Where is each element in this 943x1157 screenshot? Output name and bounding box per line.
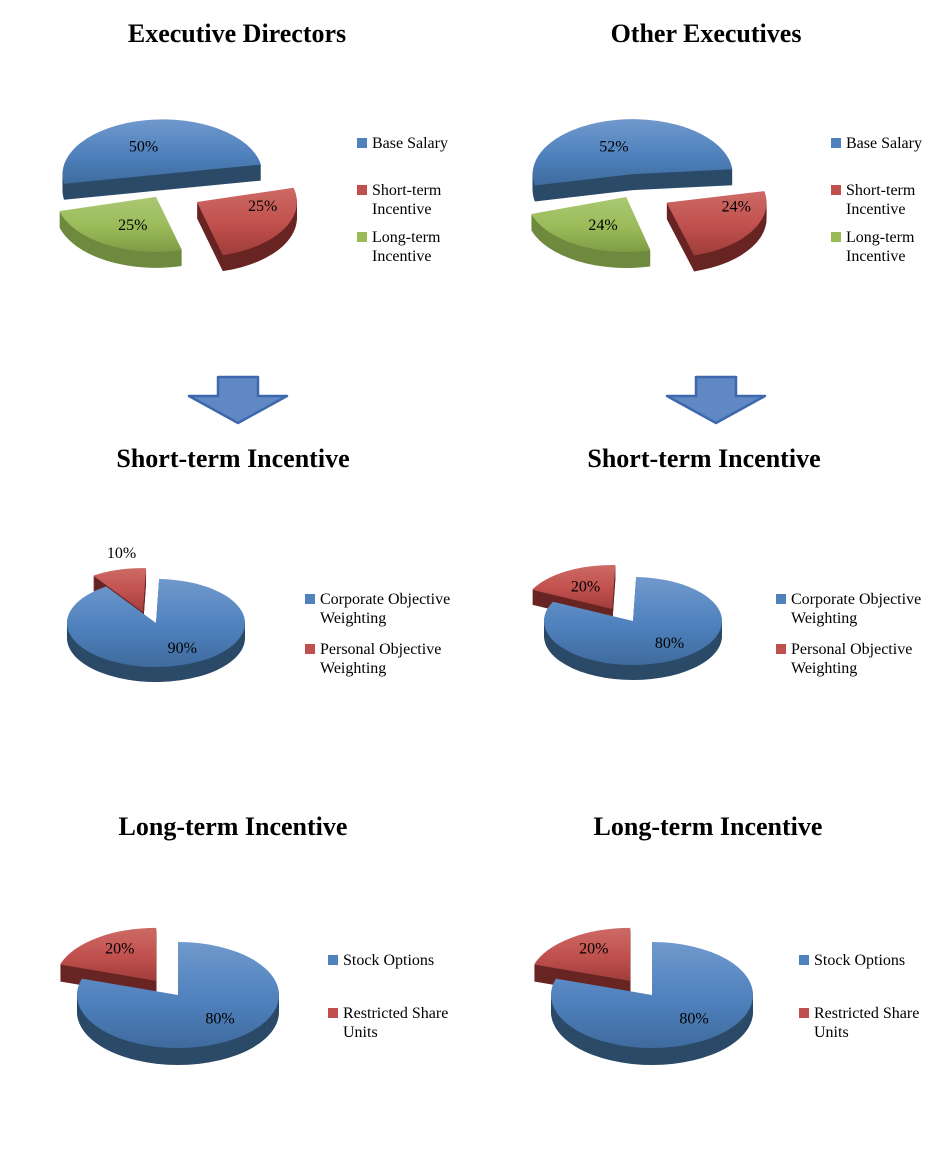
value-label-restricted-share-units: 20% [579, 940, 608, 957]
legend-item-long-term-incentive: Long-term Incentive [357, 228, 469, 266]
legend-swatch-icon [831, 232, 841, 242]
legend-label: Corporate Objective Weighting [791, 591, 922, 627]
value-label-base-salary: 50% [129, 138, 158, 155]
value-label-long-term-incentive: 24% [588, 217, 617, 234]
legend-label: Restricted Share Units [814, 1005, 920, 1041]
legend-swatch-icon [357, 232, 367, 242]
pie-chart-long-term-incentive-4: 20% 80% [60, 927, 279, 1065]
chart-title-long-term-incentive-left: Long-term Incentive [118, 812, 348, 841]
slice-short-term-incentive: 25% [196, 187, 297, 272]
legend-label: Base Salary [372, 135, 448, 152]
legend-label: Long-term Incentive [372, 229, 441, 265]
legend-other-executives: Base Salary Short-term Incentive Long-term… [831, 134, 943, 266]
pie-chart-short-term-incentive-3: 20% 80% [532, 565, 722, 681]
value-label-long-term-incentive: 25% [118, 217, 147, 234]
slice-base-salary: 52% [532, 119, 733, 202]
pie-chart-other-executives-1: 52% 24% 24% [531, 119, 767, 272]
legend-item-corporate-objective-weighting: Corporate Objective Weighting [776, 590, 934, 628]
value-label-personal-objective-weighting: 10% [107, 545, 136, 562]
legend-label: Personal Objective Weighting [320, 641, 442, 677]
legend-item-base-salary: Base Salary [831, 134, 943, 153]
slice-stock-options: 80% [550, 942, 753, 1065]
legend-short-term-incentive-right: Corporate Objective Weighting Personal Ob… [776, 590, 934, 678]
legend-label: Long-term Incentive [846, 229, 915, 265]
legend-item-restricted-share-units: Restricted Share Units [799, 1004, 931, 1042]
chart-title-short-term-incentive-right: Short-term Incentive [587, 444, 821, 473]
legend-swatch-icon [305, 644, 315, 654]
pie-chart-short-term-incentive-2: 10% 90% [66, 545, 245, 683]
value-label-stock-options: 80% [205, 1011, 234, 1028]
legend-swatch-icon [799, 1008, 809, 1018]
legend-swatch-icon [799, 955, 809, 965]
legend-swatch-icon [831, 138, 841, 148]
legend-item-base-salary: Base Salary [357, 134, 469, 153]
legend-swatch-icon [831, 185, 841, 195]
chart-title-executive-directors: Executive Directors [127, 19, 347, 48]
value-label-corporate-objective-weighting: 80% [655, 635, 684, 652]
value-label-restricted-share-units: 20% [105, 940, 134, 957]
legend-item-personal-objective-weighting: Personal Objective Weighting [776, 640, 934, 678]
down-arrow-right [665, 375, 767, 425]
legend-item-short-term-incentive: Short-term Incentive [831, 181, 943, 219]
slice-short-term-incentive: 24% [666, 191, 767, 272]
legend-item-stock-options: Stock Options [328, 951, 460, 970]
legend-label: Base Salary [846, 135, 922, 152]
value-label-corporate-objective-weighting: 90% [168, 640, 197, 657]
legend-swatch-icon [776, 644, 786, 654]
legend-label: Short-term Incentive [846, 182, 916, 218]
pie-chart-long-term-incentive-5: 20% 80% [534, 927, 753, 1065]
legend-swatch-icon [305, 594, 315, 604]
down-arrow-left [187, 375, 289, 425]
legend-item-corporate-objective-weighting: Corporate Objective Weighting [305, 590, 463, 628]
legend-item-personal-objective-weighting: Personal Objective Weighting [305, 640, 463, 678]
legend-swatch-icon [357, 138, 367, 148]
legend-swatch-icon [328, 955, 338, 965]
legend-swatch-icon [776, 594, 786, 604]
legend-item-stock-options: Stock Options [799, 951, 931, 970]
legend-swatch-icon [357, 185, 367, 195]
legend-long-term-incentive-right: Stock Options Restricted Share Units [799, 951, 931, 1042]
legend-item-short-term-incentive: Short-term Incentive [357, 181, 469, 219]
legend-long-term-incentive-left: Stock Options Restricted Share Units [328, 951, 460, 1042]
slice-corporate-objective-weighting: 90% [66, 579, 245, 683]
legend-executive-directors: Base Salary Short-term Incentive Long-term… [357, 134, 469, 266]
legend-swatch-icon [328, 1008, 338, 1018]
legend-label: Stock Options [343, 952, 435, 969]
value-label-short-term-incentive: 24% [722, 199, 751, 216]
legend-item-restricted-share-units: Restricted Share Units [328, 1004, 460, 1042]
slice-long-term-incentive: 24% [531, 196, 651, 268]
legend-label: Personal Objective Weighting [791, 641, 913, 677]
chart-title-long-term-incentive-right: Long-term Incentive [593, 812, 823, 841]
slice-personal-objective-weighting: 20% [532, 565, 616, 624]
value-label-short-term-incentive: 25% [248, 198, 277, 215]
value-label-base-salary: 52% [599, 138, 628, 155]
legend-label: Short-term Incentive [372, 182, 442, 218]
pie-chart-executive-directors-0: 50% 25% 25% [59, 119, 297, 272]
chart-title-short-term-incentive-left: Short-term Incentive [116, 444, 350, 473]
legend-label: Stock Options [814, 952, 906, 969]
legend-label: Corporate Objective Weighting [320, 591, 451, 627]
slice-corporate-objective-weighting: 80% [543, 577, 722, 681]
legend-short-term-incentive-left: Corporate Objective Weighting Personal Ob… [305, 590, 463, 678]
slice-long-term-incentive: 25% [59, 196, 182, 268]
chart-title-other-executives: Other Executives [610, 19, 802, 48]
legend-label: Restricted Share Units [343, 1005, 449, 1041]
legend-item-long-term-incentive: Long-term Incentive [831, 228, 943, 266]
value-label-stock-options: 80% [679, 1011, 708, 1028]
value-label-personal-objective-weighting: 20% [571, 579, 600, 596]
slice-stock-options: 80% [76, 942, 279, 1065]
slice-base-salary: 50% [62, 119, 261, 200]
